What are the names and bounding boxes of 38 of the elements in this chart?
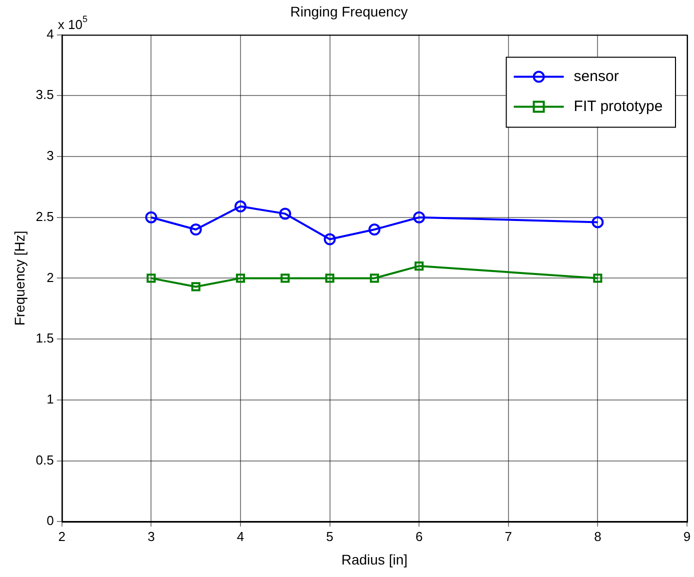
y-tick-label: 2.5 <box>36 208 54 224</box>
y-tick-label: 0 <box>46 513 54 528</box>
point <box>414 261 424 271</box>
legend-label: sensor <box>574 68 619 85</box>
point <box>191 282 200 292</box>
point <box>593 274 602 283</box>
y-tick-label: 1 <box>46 391 54 406</box>
point <box>324 233 336 246</box>
x-tick-label: 4 <box>236 528 244 544</box>
point <box>370 274 379 283</box>
x-tick-label: 7 <box>504 528 512 544</box>
x-tick-label: 5 <box>326 528 334 544</box>
point <box>325 274 334 283</box>
x-axis-title: Radius [in] <box>341 551 408 568</box>
y-tick-label: 3.5 <box>36 87 54 102</box>
y-tick-label: 3 <box>46 148 54 164</box>
point <box>146 274 156 283</box>
point <box>413 211 426 224</box>
legend-label: FIT prototype <box>574 98 663 115</box>
point <box>190 224 202 236</box>
x-tick-label: 6 <box>415 528 423 544</box>
y-tick-label: 1.5 <box>36 330 54 346</box>
point <box>234 200 246 212</box>
point <box>592 216 604 228</box>
y-axis-title: Frequency [Hz] <box>11 230 28 326</box>
y-tick-label: 4 <box>46 26 54 42</box>
chart-title: Ringing Frequency <box>290 3 408 20</box>
x-tick-label: 2 <box>58 528 66 544</box>
y-tick-label: 2 <box>46 270 54 285</box>
point <box>279 208 292 220</box>
x-tick-label: 8 <box>594 528 602 544</box>
point <box>280 274 290 283</box>
point <box>236 274 246 283</box>
point <box>368 224 380 236</box>
x-tick-label: 9 <box>683 528 691 544</box>
y-tick-label: 0.5 <box>36 452 54 468</box>
x-tick-label: 3 <box>148 528 155 544</box>
point <box>145 211 158 224</box>
